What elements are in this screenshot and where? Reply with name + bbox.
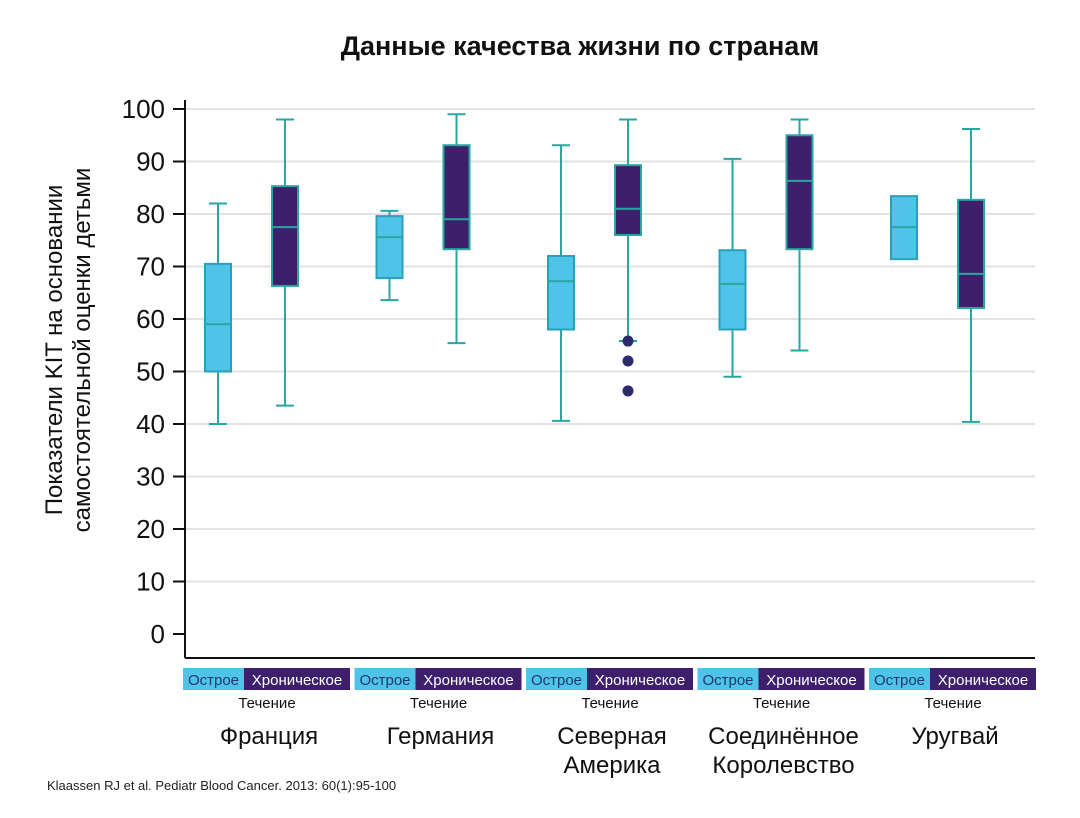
box	[204, 262, 232, 373]
y-axis-label: Показатели KIT на основаниисамостоятельн…	[41, 168, 96, 533]
legend-chronic-label: Хроническое	[766, 672, 856, 689]
y-tick-label: 70	[136, 252, 165, 282]
x-axis-label: Течение	[238, 695, 295, 712]
legend-acute-label: Острое	[874, 672, 925, 689]
y-tick-label: 100	[122, 94, 165, 124]
x-axis-label: Течение	[753, 695, 810, 712]
y-axis-label-line: самостоятельной оценки детьми	[69, 168, 96, 533]
legend-acute	[869, 668, 930, 690]
y-tick-label: 90	[136, 147, 165, 177]
country-label: Германия	[387, 723, 495, 750]
legend-acute-label: Острое	[531, 672, 582, 689]
legend-chronic-label: Хроническое	[252, 672, 342, 689]
chart-title: Данные качества жизни по странам	[341, 31, 820, 61]
legend-chronic	[415, 668, 522, 690]
box	[614, 164, 642, 236]
y-tick-label: 50	[136, 357, 165, 387]
country-label: Северная	[557, 723, 666, 750]
legend-acute	[354, 668, 416, 690]
box	[547, 255, 575, 331]
legend-acute	[526, 668, 587, 690]
box	[718, 249, 747, 331]
y-tick-label: 0	[151, 619, 165, 649]
legend-chronic	[587, 668, 693, 690]
country-label: Франция	[220, 723, 318, 750]
legend-acute-label: Острое	[359, 672, 410, 689]
legend-chronic	[930, 668, 1036, 690]
y-axis-label-line: Показатели KIT на основании	[41, 185, 68, 516]
legend-chronic-label: Хроническое	[595, 672, 685, 689]
y-tick-label: 10	[136, 567, 165, 597]
country-label: Америка	[564, 752, 662, 779]
legend-chronic	[244, 668, 350, 690]
legend-chronic	[758, 668, 865, 690]
outlier-point	[622, 335, 634, 347]
legend-acute-label: Острое	[188, 672, 239, 689]
y-tick-label: 20	[136, 514, 165, 544]
x-axis-label: Течение	[924, 695, 981, 712]
y-tick-label: 80	[136, 199, 165, 229]
y-tick-label: 40	[136, 409, 165, 439]
box	[957, 198, 985, 309]
box	[271, 185, 299, 287]
legend-acute	[183, 668, 244, 690]
x-axis-label: Течение	[581, 695, 638, 712]
footnote: Klaassen RJ et al. Pediatr Blood Cancer.…	[47, 778, 396, 793]
country-label: Королевство	[712, 752, 854, 779]
legend-chronic-label: Хроническое	[423, 672, 513, 689]
outlier-point	[622, 355, 634, 367]
y-tick-label: 30	[136, 462, 165, 492]
legend-chronic-label: Хроническое	[938, 672, 1028, 689]
country-label: Уругвай	[911, 723, 998, 750]
outlier-point	[622, 385, 634, 397]
legend-acute-label: Острое	[702, 672, 753, 689]
box	[785, 134, 814, 251]
y-tick-label: 60	[136, 304, 165, 334]
box	[442, 144, 471, 251]
x-axis-label: Течение	[410, 695, 467, 712]
box	[375, 215, 404, 280]
country-label: Соединённое	[708, 723, 859, 750]
legend-acute	[697, 668, 759, 690]
